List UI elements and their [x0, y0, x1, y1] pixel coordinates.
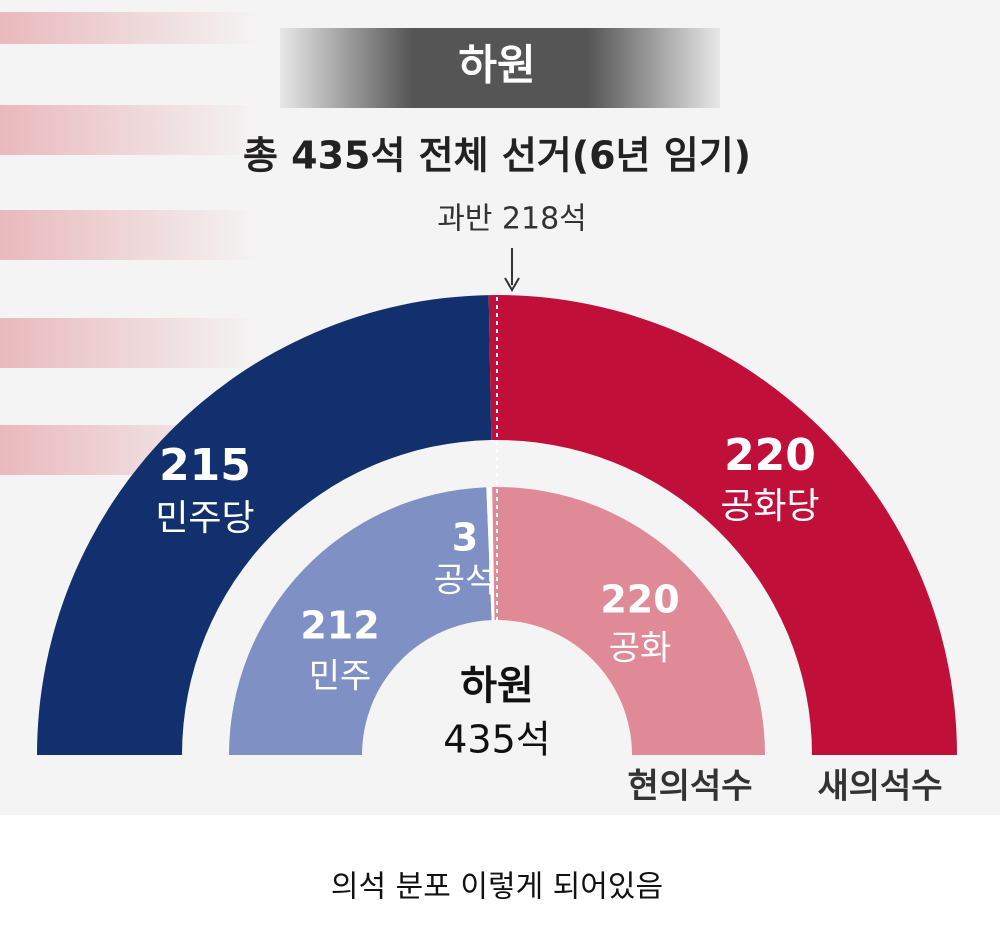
segment-name: 공석 [434, 561, 497, 601]
value-label: 220 [724, 430, 816, 481]
segment-name: 공화 [609, 629, 672, 669]
ring-label: 새의석수 [817, 767, 942, 807]
segment [488, 295, 957, 755]
value-label: 220 [600, 578, 679, 622]
segment-name: 민주당 [155, 498, 254, 539]
value-label: 212 [300, 604, 379, 648]
caption: 의석 분포 이렇게 되어있음 [331, 870, 663, 905]
arrow-head [504, 277, 520, 292]
header-title: 하원 [458, 41, 535, 90]
segment [486, 487, 495, 621]
rings: 215 민주당 220 공화당 212 민주 3공석 220 공화 [37, 295, 957, 755]
header-bar [280, 28, 720, 108]
center-total: 435석 [443, 718, 551, 762]
value-label: 3 [452, 516, 478, 560]
ring-label: 현의석수 [627, 767, 752, 807]
subtitle: 총 435석 전체 선거(6년 임기) [243, 134, 751, 178]
segment-name: 공화당 [720, 486, 819, 527]
segment [492, 487, 765, 755]
segment [229, 487, 492, 755]
segment-name: 민주 [309, 657, 372, 697]
center-title: 하원 [460, 663, 534, 709]
value-label: 215 [159, 440, 251, 491]
majority-note: 과반 218석 [437, 202, 587, 237]
segment [37, 295, 492, 755]
